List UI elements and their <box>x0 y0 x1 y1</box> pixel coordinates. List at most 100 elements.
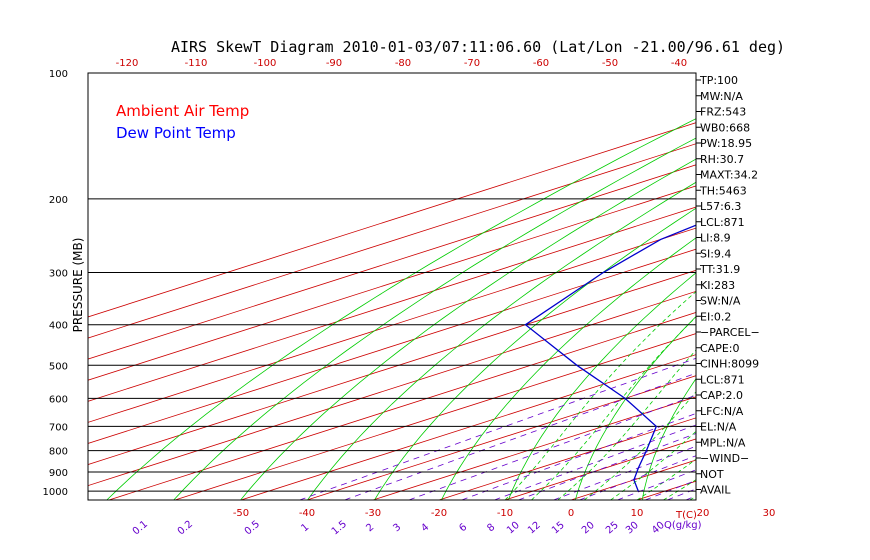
mixing-ratio-tick-label: 6 <box>457 522 469 535</box>
stats-item: LI:8.9 <box>700 232 731 245</box>
pressure-tick-label: 200 <box>49 195 68 206</box>
bottom-temp-tick-label: 10 <box>631 508 644 519</box>
stats-item: MAXT:34.2 <box>700 169 758 182</box>
isotherm-line <box>504 438 696 500</box>
mixing-ratio-line <box>408 394 696 500</box>
stats-item: PW:18.95 <box>700 137 752 150</box>
stats-item: WB0:668 <box>700 121 750 134</box>
isotherm-line <box>88 206 696 402</box>
isotherm-line <box>306 375 696 500</box>
top-temp-tick-label: -70 <box>464 58 480 69</box>
pressure-tick-label: 500 <box>49 361 68 372</box>
moist-adiabat-line <box>610 430 696 500</box>
top-temp-tick-label: -90 <box>326 58 342 69</box>
stats-item: AVAIL <box>700 484 731 497</box>
moist-adiabat-line <box>663 479 696 500</box>
stats-item: CAPE:0 <box>700 342 740 355</box>
dry-adiabat-line <box>641 378 696 500</box>
dry-adiabat-line <box>574 315 696 500</box>
mixing-ratio-tick-label: 8 <box>485 522 497 535</box>
stats-item: RH:30.7 <box>700 153 744 166</box>
mixing-ratio-tick-label: 10 <box>505 520 522 537</box>
dry-adiabat-line <box>106 118 696 500</box>
bottom-temp-tick-label: -20 <box>431 508 447 519</box>
stats-item: FRZ:543 <box>700 106 746 119</box>
mixing-ratio-line <box>645 479 696 500</box>
bottom-temp-tick-label: 30 <box>763 508 776 519</box>
dew-point-temp-line <box>524 224 696 492</box>
top-temp-tick-label: -80 <box>395 58 411 69</box>
plot-frame <box>87 72 697 501</box>
dry-adiabat-line <box>841 73 870 500</box>
moist-adiabat-line <box>743 199 870 500</box>
top-temp-tick-label: -60 <box>533 58 549 69</box>
mixing-ratio-axis-label: Q(g/kg) <box>664 520 702 531</box>
stats-item: CINH:8099 <box>700 358 759 371</box>
mixing-ratio-tick-label: 3 <box>391 522 403 535</box>
pressure-tick-label: 1000 <box>43 487 68 498</box>
bottom-temp-tick-label: -40 <box>299 508 315 519</box>
moist-adiabat-line <box>795 199 870 500</box>
mixing-ratio-tick-label: 1 <box>299 522 311 535</box>
dry-adiabat-line <box>776 73 870 500</box>
mixing-ratio-line <box>299 357 696 500</box>
isotherm-line <box>108 312 696 500</box>
data-series <box>524 73 870 493</box>
pressure-tick-label: 300 <box>49 269 68 280</box>
dry-adiabat-line <box>240 158 696 500</box>
mixing-ratio-line <box>344 372 696 500</box>
stats-item: −WIND− <box>700 452 749 465</box>
isotherm-line <box>88 164 696 360</box>
stats-item: TH:5463 <box>699 184 747 197</box>
stats-item: LFC:N/A <box>700 405 744 418</box>
mixing-ratio-line <box>617 469 696 500</box>
isotherm-line <box>88 290 696 487</box>
mixing-ratio-line <box>784 325 870 500</box>
mixing-ratio-line <box>553 445 696 500</box>
stats-item: KI:283 <box>700 279 735 292</box>
moist-adiabat-line <box>504 291 696 500</box>
stats-item: MPL:N/A <box>700 436 746 449</box>
isotherm-line <box>174 333 696 500</box>
moist-adiabat-line <box>636 458 696 500</box>
stats-item: CAP:2.0 <box>700 389 743 402</box>
stats-item: SI:9.4 <box>700 247 731 260</box>
stats-item: L57:6.3 <box>700 200 741 213</box>
isotherm-line <box>372 396 696 500</box>
isotherm-line <box>88 143 696 339</box>
dry-adiabat-line <box>307 181 696 500</box>
isotherm-line <box>240 354 696 500</box>
mixing-ratio-line <box>518 433 696 500</box>
mixing-ratio-tick-label: 0.5 <box>243 519 262 538</box>
mixing-ratio-tick-label: 25 <box>604 520 621 537</box>
dry-adiabat-line <box>507 272 696 500</box>
stats-item: LCL:871 <box>700 373 745 386</box>
dry-adiabat-line <box>173 137 696 500</box>
isotherm-line <box>88 269 696 465</box>
mixing-ratio-tick-label: 20 <box>580 520 597 537</box>
ambient-air-temp-line <box>725 73 870 493</box>
moist-adiabat-line <box>531 316 696 500</box>
top-temp-tick-label: -50 <box>602 58 618 69</box>
top-temp-tick-label: -110 <box>185 58 208 69</box>
mixing-ratio-line <box>579 455 696 500</box>
dry-adiabat-line <box>374 207 696 500</box>
stats-item: EL:N/A <box>700 421 737 434</box>
pressure-tick-label: 900 <box>49 468 68 479</box>
mixing-ratio-tick-label: 1.5 <box>330 519 349 538</box>
mixing-ratio-line <box>816 325 870 500</box>
top-temp-tick-label: -100 <box>254 58 277 69</box>
chart-title: AIRS SkewT Diagram 2010-01-03/07:11:06.6… <box>171 38 785 56</box>
mixing-ratio-line <box>461 412 696 500</box>
bottom-temp-tick-label: -10 <box>497 508 513 519</box>
mixing-ratio-tick-label: 0.2 <box>176 519 195 538</box>
stats-panel: TP:100 MW:N/A FRZ:543 WB0:668 PW:18.95 RH:30.… <box>696 74 760 497</box>
stats-item: NOT <box>700 468 724 481</box>
isotherm-line <box>88 227 696 423</box>
pressure-tick-label: 600 <box>49 394 68 405</box>
legend-dew-point-temp: Dew Point Temp <box>116 124 236 142</box>
isotherm-line <box>88 248 696 444</box>
moist-adiabat-line <box>769 199 870 500</box>
mixing-ratio-tick-label: 2 <box>364 522 376 535</box>
top-temp-tick-label: -40 <box>671 58 687 69</box>
